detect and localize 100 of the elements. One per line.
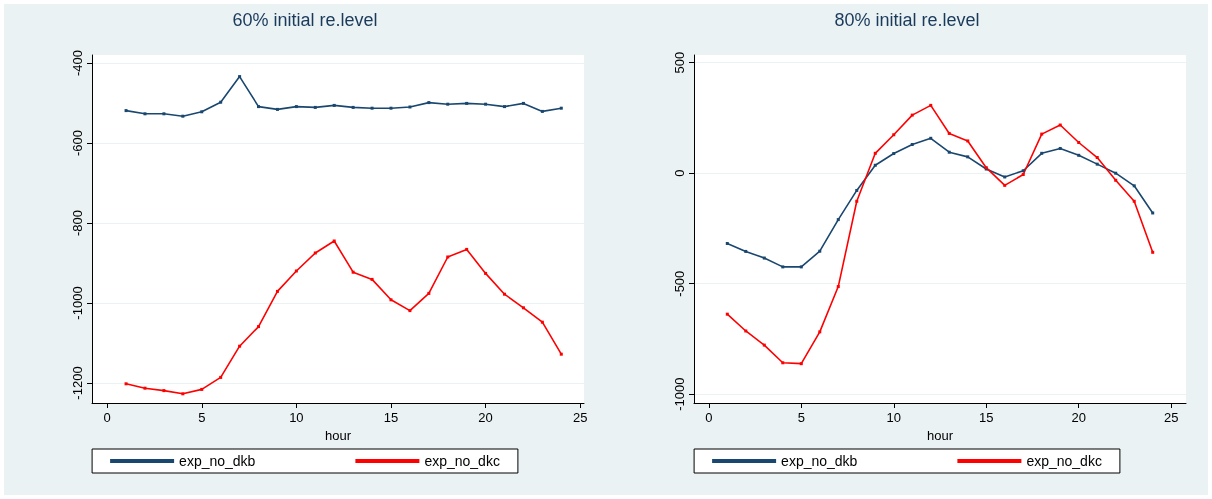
point [947, 150, 951, 154]
point [446, 102, 450, 106]
point [855, 188, 859, 192]
chart-title: 60% initial re.level [232, 10, 378, 30]
point [257, 105, 261, 109]
point [294, 269, 298, 273]
point [1021, 173, 1025, 177]
x-tick-label: 10 [886, 410, 901, 425]
point [446, 255, 450, 259]
x-tick-label: 25 [1163, 410, 1179, 425]
point [725, 312, 729, 316]
point [143, 386, 147, 390]
point [181, 392, 185, 396]
point [799, 362, 803, 366]
point [484, 102, 488, 106]
point [181, 114, 185, 118]
point [521, 101, 525, 105]
point [836, 218, 840, 222]
point [1077, 141, 1081, 144]
point [294, 105, 298, 109]
point [540, 320, 544, 324]
point [818, 330, 822, 334]
legend-label: exp_no_dkb [179, 453, 256, 469]
point [1151, 250, 1155, 254]
point [1058, 123, 1062, 127]
point [1114, 178, 1118, 182]
x-tick-label: 20 [478, 410, 493, 425]
point [275, 107, 279, 111]
point [219, 100, 223, 104]
x-tick-label: 0 [705, 410, 713, 425]
point [910, 142, 914, 146]
point [162, 389, 166, 393]
x-axis-title: hour [324, 427, 352, 443]
y-tick-label: -400 [70, 49, 85, 77]
point [781, 361, 785, 365]
point [143, 112, 147, 116]
point [873, 151, 877, 155]
point [1003, 175, 1007, 179]
point [313, 105, 317, 109]
point [219, 375, 223, 379]
point [744, 329, 748, 333]
y-tick-label: -1200 [70, 366, 85, 400]
x-tick-label: 15 [383, 410, 399, 425]
y-tick-label: 0 [672, 169, 687, 177]
point [818, 249, 822, 253]
point [238, 75, 242, 79]
point [781, 265, 785, 269]
point [966, 155, 970, 159]
x-axis-title: hour [926, 427, 954, 443]
legend-label: exp_no_dkc [424, 453, 500, 469]
point [1132, 184, 1136, 188]
point [744, 249, 748, 253]
point [370, 277, 374, 281]
point [1058, 146, 1062, 150]
x-tick-label: 15 [979, 410, 994, 425]
point [799, 265, 803, 269]
point [332, 239, 336, 243]
point [1114, 171, 1118, 175]
point [929, 136, 933, 140]
point [1040, 151, 1044, 155]
point [1003, 183, 1007, 187]
point [910, 113, 914, 117]
point [1021, 169, 1025, 173]
y-tick-label: -800 [70, 209, 85, 237]
point [389, 298, 393, 302]
x-tick-label: 25 [572, 410, 588, 425]
point [1151, 211, 1155, 215]
point [725, 241, 729, 245]
point [521, 306, 525, 310]
point [162, 112, 166, 116]
point [465, 101, 469, 105]
point [200, 387, 204, 391]
legend-label: exp_no_dkb [781, 453, 858, 469]
point [503, 105, 507, 109]
point [275, 289, 279, 293]
point [332, 103, 336, 107]
point [559, 352, 563, 356]
y-tick-label: -1000 [70, 286, 85, 320]
chart-title: 80% initial re.level [834, 10, 980, 30]
point [947, 131, 951, 135]
x-tick-label: 20 [1071, 410, 1086, 425]
point [892, 152, 896, 156]
legend-label: exp_no_dkc [1026, 453, 1102, 469]
point [408, 309, 412, 313]
point [1077, 153, 1081, 157]
point [351, 270, 355, 274]
point [762, 343, 766, 347]
y-tick-label: -600 [70, 129, 85, 157]
point [370, 106, 374, 110]
point [257, 325, 261, 329]
point [1040, 132, 1044, 136]
x-tick-label: 0 [103, 410, 111, 425]
point [855, 199, 859, 203]
point [408, 105, 412, 109]
point [427, 291, 431, 295]
point [427, 101, 431, 105]
point [762, 256, 766, 260]
point [1095, 162, 1099, 166]
y-tick-label: 500 [672, 51, 687, 74]
point [1095, 156, 1099, 160]
